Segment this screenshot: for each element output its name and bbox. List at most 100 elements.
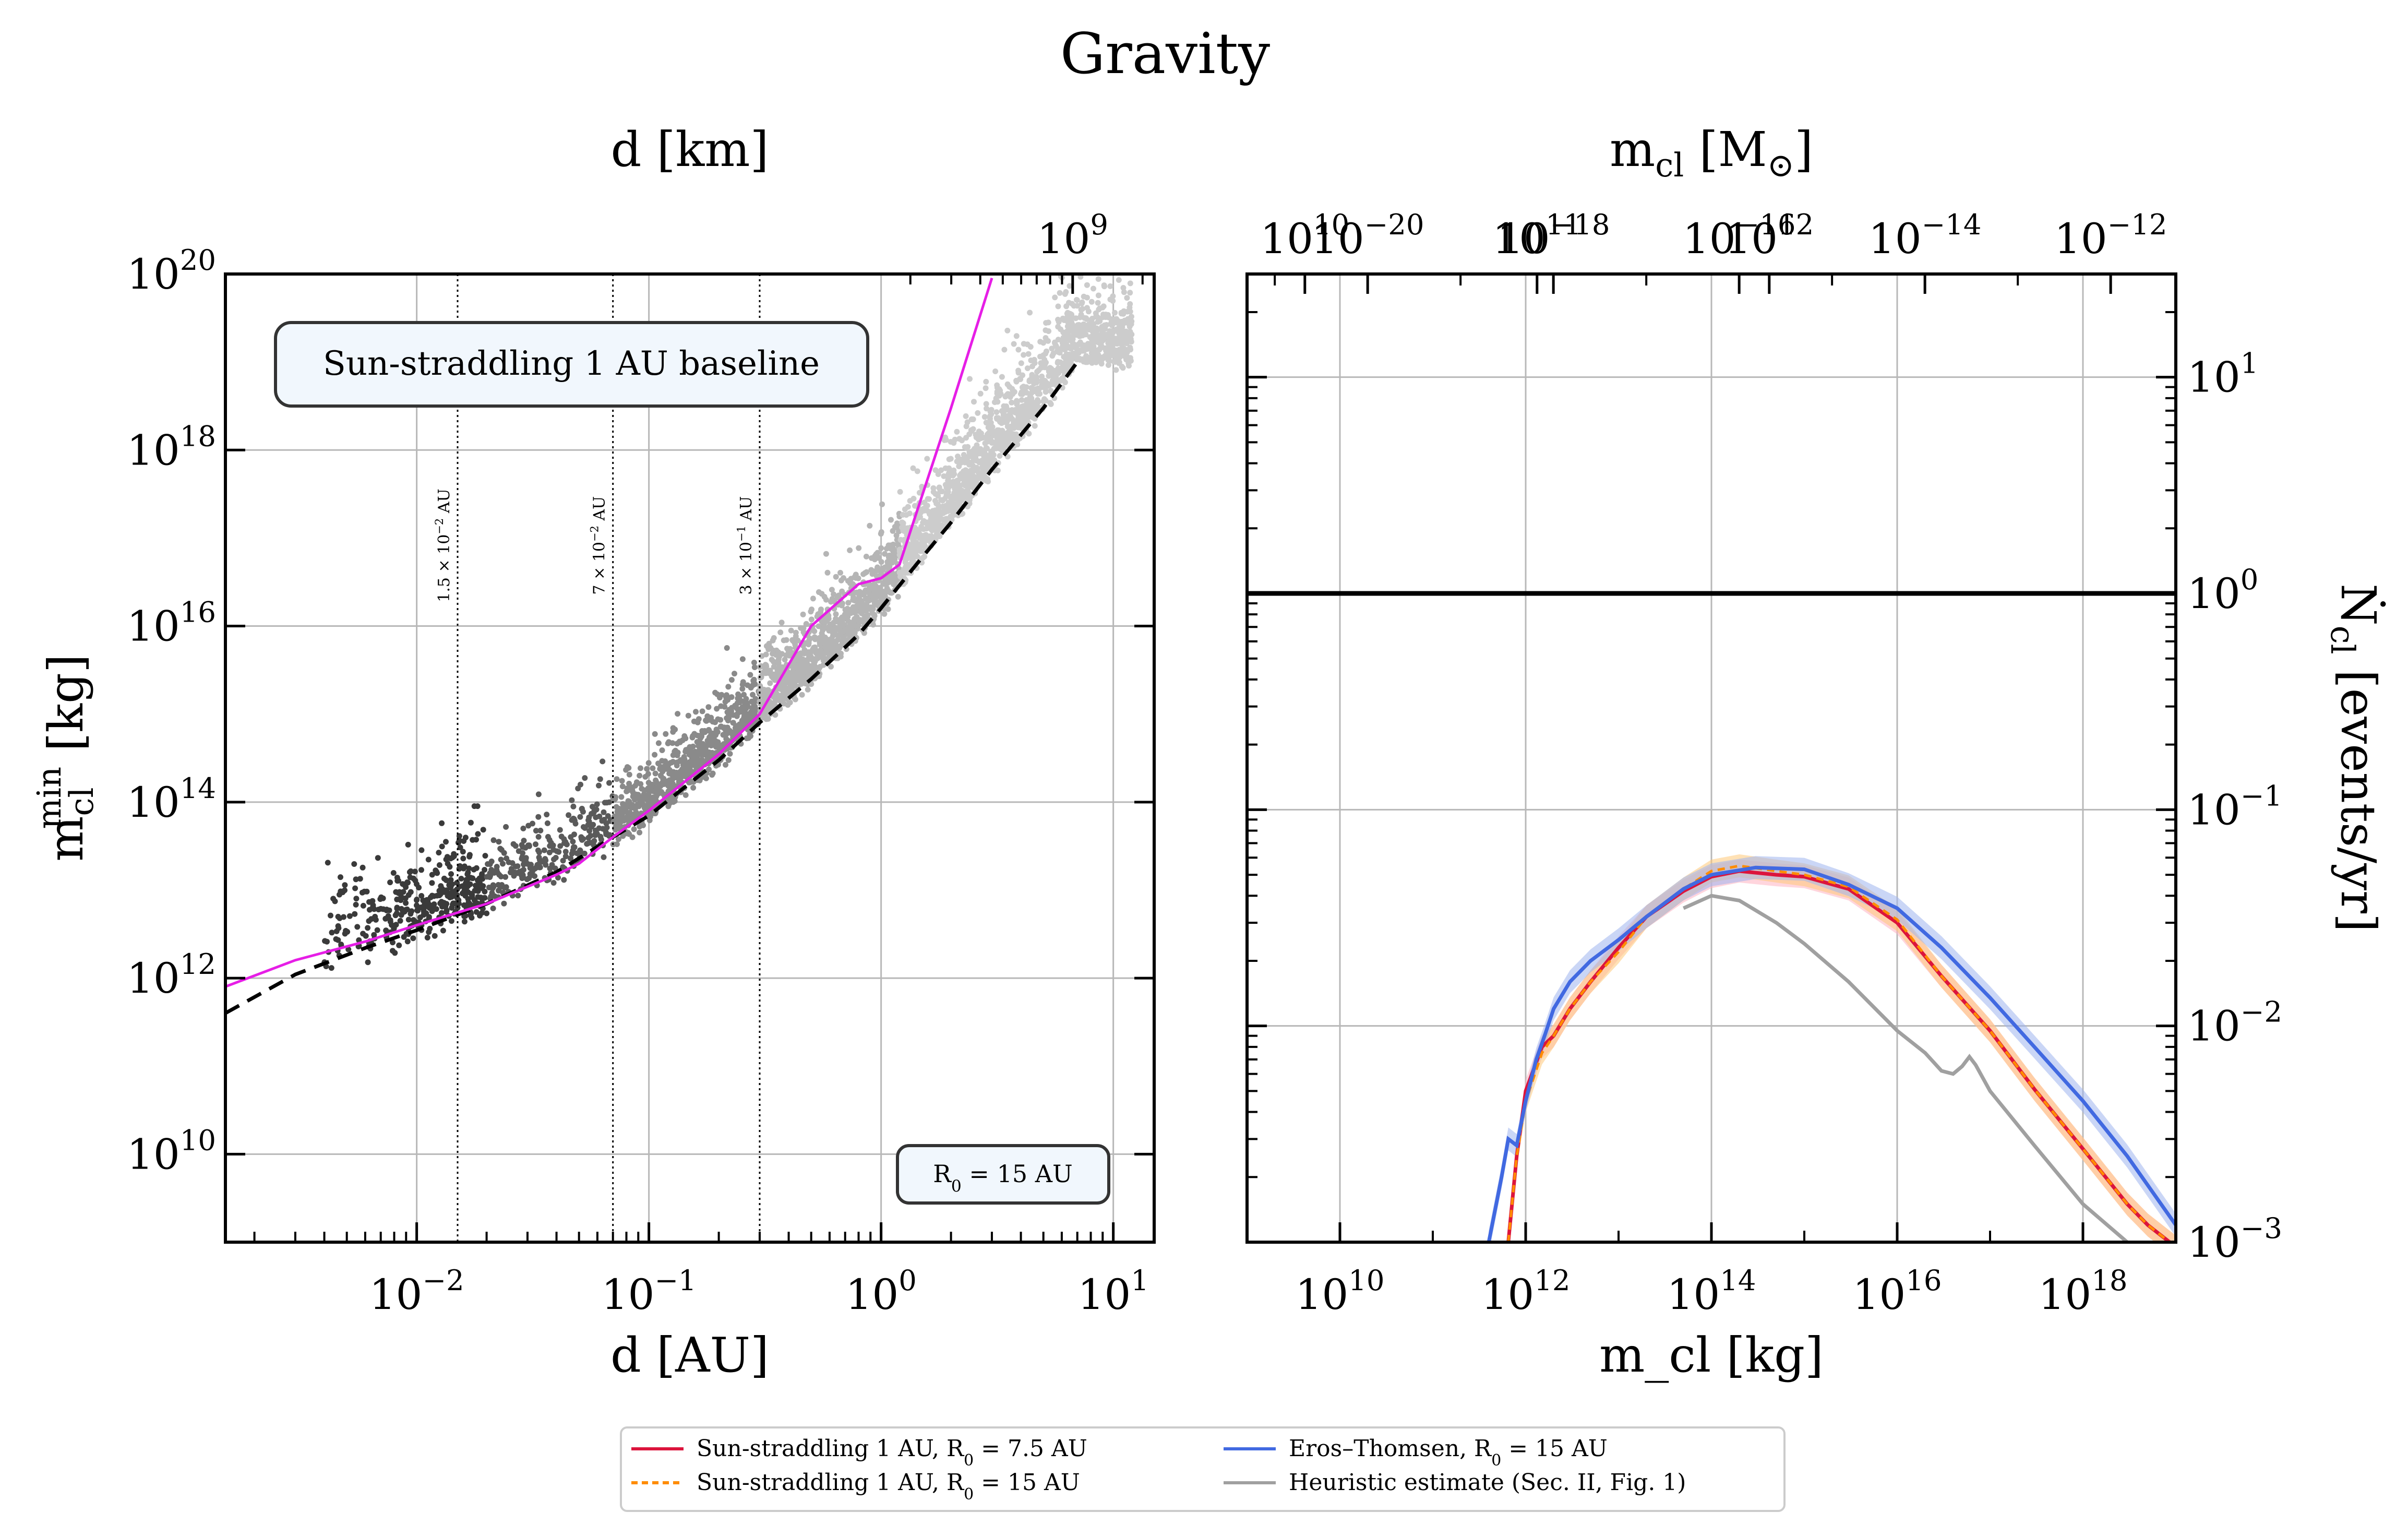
scatter-point: [605, 813, 611, 819]
scatter-point: [1044, 348, 1049, 354]
scatter-point: [718, 703, 724, 709]
scatter-point: [519, 868, 525, 874]
scatter-point: [462, 882, 468, 888]
right-x2-tick-label: 10−20: [1311, 208, 1424, 263]
scatter-point: [1104, 322, 1110, 328]
scatter-point: [1113, 367, 1119, 373]
scatter-point: [859, 618, 866, 624]
scatter-point: [893, 576, 899, 582]
scatter-point: [926, 519, 932, 525]
scatter-point: [426, 902, 433, 908]
scatter-point: [724, 645, 730, 651]
scatter-point: [352, 911, 358, 917]
scatter-point: [1081, 321, 1087, 327]
right-y-tick-label: 10−2: [2187, 996, 2282, 1051]
scatter-point: [1024, 341, 1031, 348]
scatter-point: [520, 850, 526, 856]
scatter-point: [436, 862, 442, 868]
scatter-point: [816, 665, 822, 671]
scatter-point: [870, 605, 876, 611]
scatter-point: [724, 737, 730, 744]
scatter-point: [950, 468, 956, 474]
scatter-point: [502, 874, 509, 880]
scatter-point: [448, 877, 454, 883]
scatter-point: [1024, 365, 1031, 372]
scatter-point: [604, 800, 610, 806]
right-x2-tick-label: 10−16: [1683, 208, 1796, 263]
scatter-point: [829, 596, 835, 602]
scatter-point: [765, 687, 771, 693]
scatter-point: [1004, 327, 1011, 334]
scatter-point: [748, 733, 753, 739]
scatter-point: [803, 621, 809, 627]
scatter-point: [439, 820, 445, 826]
scatter-point: [991, 399, 998, 406]
scatter-point: [656, 782, 663, 789]
scatter-point: [660, 768, 666, 775]
scatter-point: [930, 485, 937, 491]
scatter-point: [378, 906, 384, 912]
scatter-point: [1127, 301, 1133, 307]
scatter-point: [1039, 382, 1045, 388]
scatter-point: [1037, 391, 1043, 397]
scatter-point: [342, 882, 348, 888]
scatter-point: [847, 580, 853, 586]
scatter-point: [465, 901, 472, 908]
scatter-point: [325, 860, 331, 866]
scatter-point: [775, 657, 782, 663]
scatter-point: [786, 680, 792, 686]
scatter-point: [1004, 430, 1011, 436]
scatter-point: [1122, 333, 1129, 339]
scatter-point: [714, 706, 720, 712]
scatter-point: [1084, 282, 1090, 288]
scatter-point: [690, 784, 697, 791]
scatter-point: [404, 906, 410, 912]
scatter-point: [450, 890, 457, 897]
scatter-point: [802, 675, 809, 681]
series-line: [1682, 894, 2129, 1242]
scatter-point: [946, 465, 952, 471]
scatter-point: [549, 864, 555, 870]
scatter-point: [579, 837, 585, 843]
scatter-point: [384, 907, 390, 913]
scatter-point: [811, 634, 818, 640]
scatter-point: [848, 576, 854, 582]
scatter-point: [503, 884, 509, 890]
scatter-point: [772, 712, 778, 718]
scatter-point: [619, 783, 626, 790]
scatter-point: [794, 664, 800, 671]
left-panel: 1.5 × 10−2 AU 7 × 10−2 AU 3 × 10−1 AU 10−2…: [30, 122, 1814, 1383]
scatter-point: [677, 771, 683, 778]
scatter-point: [533, 828, 539, 834]
scatter-point: [752, 708, 759, 714]
right-panel: 1010 1012 1014 1016 1018 10−3 10−2 10−1 100 101 10…: [1245, 122, 2386, 1383]
scatter-point: [412, 868, 418, 875]
scatter-point: [638, 765, 643, 771]
scatter-point: [750, 677, 757, 684]
scatter-point: [1028, 404, 1035, 410]
scatter-point: [914, 468, 920, 474]
scatter-point: [448, 871, 454, 877]
scatter-point: [788, 672, 795, 678]
right-y-tick-label: 10−1: [2187, 779, 2282, 834]
scatter-point: [429, 880, 435, 886]
scatter-point: [1079, 299, 1085, 305]
scatter-point: [569, 817, 575, 823]
right-y-axis-title: Ṅcl [events/yr]: [2323, 584, 2386, 932]
scatter-point: [781, 637, 787, 644]
scatter-point: [951, 512, 957, 518]
scatter-point: [920, 508, 926, 514]
scatter-point: [410, 935, 416, 942]
scatter-point: [1004, 423, 1011, 430]
series-line: [1507, 864, 2172, 1242]
scatter-point: [490, 906, 496, 911]
scatter-point: [907, 498, 913, 504]
scatter-point: [575, 785, 581, 792]
scatter-point: [705, 704, 712, 710]
scatter-point: [933, 501, 940, 507]
scatter-point: [566, 812, 572, 818]
scatter-point: [910, 465, 916, 471]
scatter-point: [693, 709, 699, 715]
scatter-point: [560, 858, 566, 864]
scatter-point: [443, 839, 449, 845]
